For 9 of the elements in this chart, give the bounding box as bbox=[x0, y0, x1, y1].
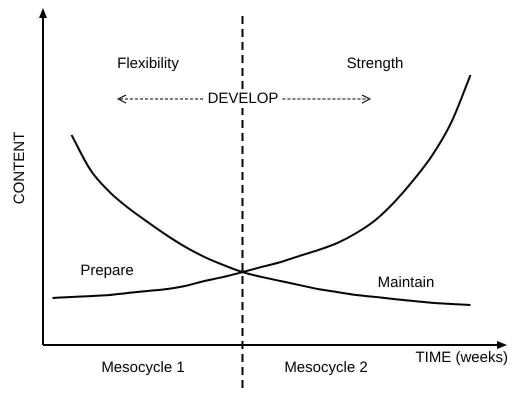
annotation: DEVELOP bbox=[208, 90, 278, 108]
text: Mesocycle 1 bbox=[101, 359, 185, 376]
annotation: Prepare bbox=[80, 262, 134, 280]
x-axis-title: TIME (weeks) bbox=[415, 349, 508, 366]
text: Strength bbox=[346, 55, 404, 72]
y-axis-title: CONTENT bbox=[11, 132, 28, 204]
text: Mesocycle 2 bbox=[284, 359, 368, 376]
annotation: Maintain bbox=[378, 274, 434, 292]
text: Flexibility bbox=[117, 55, 180, 72]
